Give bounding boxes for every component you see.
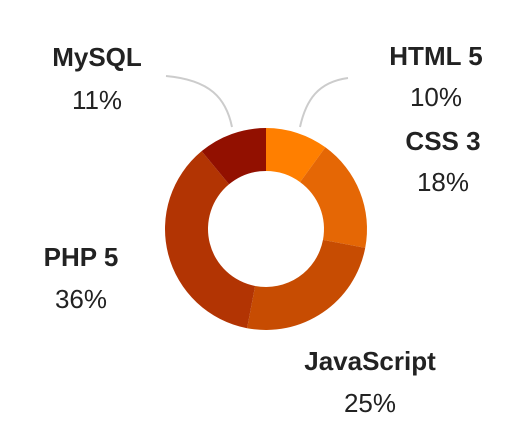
label-value-mysql: 11% (72, 85, 122, 115)
slice-html-5 (266, 128, 326, 183)
leader-lines (165, 75, 349, 128)
label-value-css-3: 18% (417, 167, 469, 197)
leader-line-html-5 (299, 77, 349, 128)
label-value-javascript: 25% (344, 388, 396, 418)
leader-line-mysql (165, 75, 233, 128)
label-name-html-5: HTML 5 (389, 41, 482, 71)
slice-css-3 (300, 147, 367, 248)
label-value-html-5: 10% (410, 82, 462, 112)
label-name-mysql: MySQL (52, 42, 142, 72)
slice-mysql (201, 128, 266, 185)
label-value-php-5: 36% (55, 284, 107, 314)
label-name-css-3: CSS 3 (405, 126, 480, 156)
slice-php-5 (165, 151, 256, 329)
slice-javascript (247, 239, 366, 330)
label-name-javascript: JavaScript (304, 346, 436, 376)
label-name-php-5: PHP 5 (44, 242, 119, 272)
donut-slices (165, 128, 367, 330)
slice-labels: HTML 5 10% CSS 3 18% JavaScript 25% PHP 5 36% My… (44, 41, 483, 418)
